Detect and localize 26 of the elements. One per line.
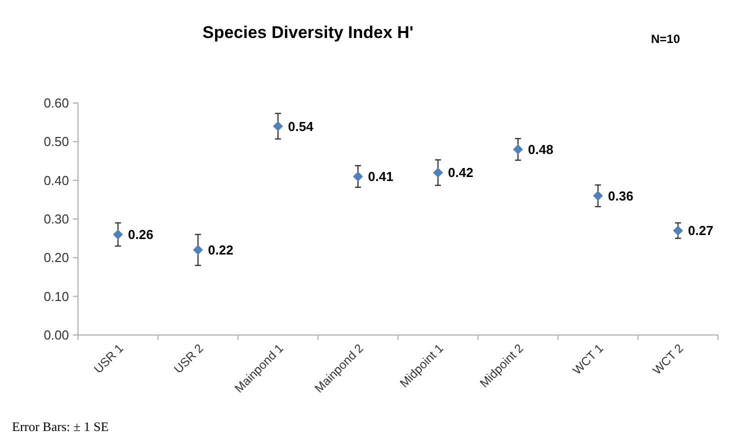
point [273,121,283,132]
text: N=10 [651,32,680,46]
y-tick-label: 0.00 [44,328,69,343]
point [593,190,603,201]
y-tick-label: 0.10 [44,288,69,304]
y-tick-label: 0.30 [44,212,69,227]
data-label: 0.42 [448,165,474,180]
y-tick-label: 0.60 [44,96,69,111]
data-label: 0.36 [608,188,634,204]
point [353,171,363,182]
chart-title: Species Diversity Index H' [202,23,414,42]
point [433,168,443,178]
data-label: 0.48 [528,142,554,157]
data-label: 0.41 [368,169,394,184]
y-tick-label: 0.20 [44,250,69,266]
y-tick-label: 0.40 [44,172,69,188]
point [193,244,203,255]
point [113,229,123,240]
data-label: 0.26 [128,227,154,242]
data-label: 0.27 [688,223,714,238]
y-tick-label: 0.50 [44,134,69,150]
data-label: 0.54 [288,118,314,134]
point [673,226,683,236]
data-label: 0.22 [208,242,234,258]
point [513,144,523,154]
text: Error Bars: ± 1 SE [12,419,109,434]
